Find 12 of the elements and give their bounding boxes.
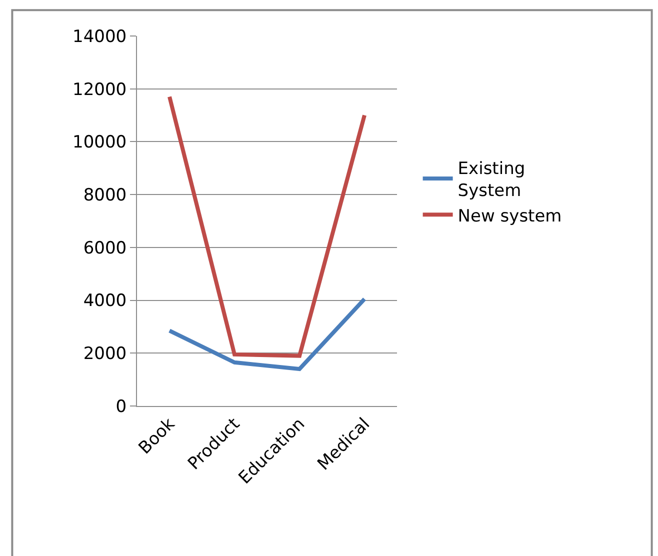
y-tick-label: 10000	[72, 132, 127, 153]
y-tick-label: 12000	[72, 80, 127, 100]
y-tick-label: 4000	[83, 291, 127, 312]
y-tick-label: 2000	[83, 344, 127, 364]
y-tick-label: 14000	[72, 26, 127, 47]
y-tick-label: 6000	[83, 238, 127, 258]
legend-label: Existing System	[458, 159, 526, 202]
line-series	[168, 94, 366, 358]
y-tick-label: 8000	[83, 186, 127, 206]
line-series	[168, 296, 366, 371]
y-tick-label: 0	[116, 396, 127, 417]
legend-label: New system	[458, 206, 562, 226]
